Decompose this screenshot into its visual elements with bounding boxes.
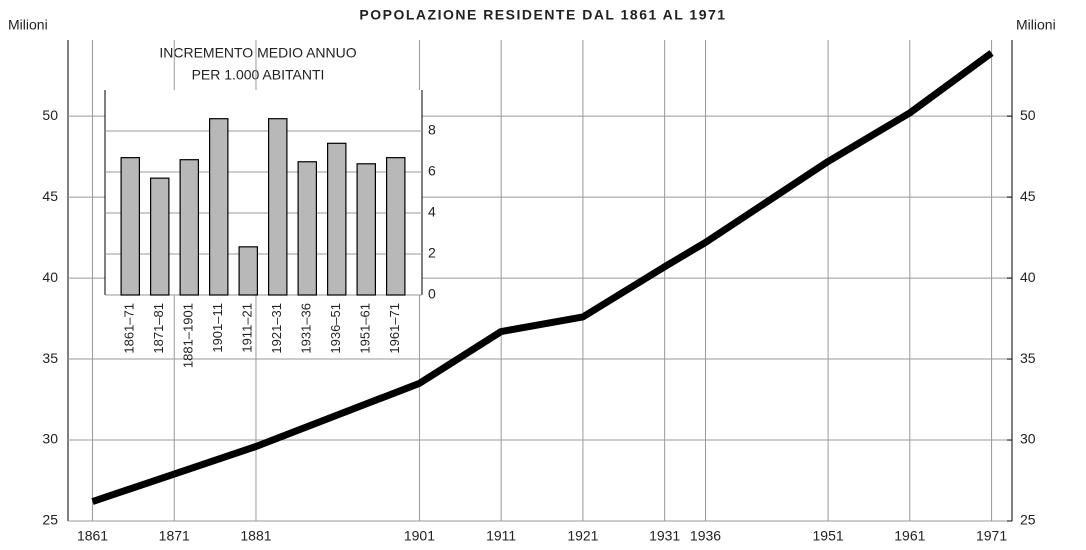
y-tick-label: 2 xyxy=(428,245,436,261)
inset-title: PER 1.000 ABITANTI xyxy=(192,67,325,83)
bar xyxy=(120,157,140,296)
y2-tick-label: 50 xyxy=(1020,107,1036,123)
y-tick-label: 50 xyxy=(42,107,58,123)
x-tick-label: 1881–1901 xyxy=(181,303,196,368)
x-tick-label: 1901 xyxy=(404,528,435,544)
x-tick-label: 1961 xyxy=(894,528,925,544)
x-tick-label: 1951 xyxy=(813,528,844,544)
y-tick-label: 8 xyxy=(428,122,436,138)
x-tick-label: 1921–31 xyxy=(269,303,284,354)
bar xyxy=(209,118,229,296)
y2-axis-label: Milioni xyxy=(1016,17,1056,33)
y-tick-label: 4 xyxy=(428,204,436,220)
x-tick-label: 1951–61 xyxy=(358,303,373,354)
y-tick-label: 0 xyxy=(428,286,436,302)
x-tick-label: 1911–21 xyxy=(240,303,255,353)
x-tick-label: 1871 xyxy=(159,528,190,544)
bar xyxy=(238,246,259,296)
x-tick-label: 1861–71 xyxy=(122,303,137,354)
y2-tick-label: 40 xyxy=(1020,269,1036,285)
bar xyxy=(386,157,406,296)
bar xyxy=(179,159,200,296)
line-series xyxy=(91,50,994,505)
chart-title: POPOLAZIONE RESIDENTE DAL 1861 AL 1971 xyxy=(359,7,726,23)
x-tick-label: 1901–11 xyxy=(210,303,225,353)
x-tick-label: 1936–51 xyxy=(328,303,343,354)
x-tick-label: 1971 xyxy=(976,528,1007,544)
y-tick-label: 25 xyxy=(42,512,58,528)
y-tick-label: 30 xyxy=(42,431,58,447)
y2-tick-label: 35 xyxy=(1020,350,1036,366)
x-tick-label: 1861 xyxy=(77,528,108,544)
y2-tick-label: 30 xyxy=(1020,431,1036,447)
x-tick-label: 1931 xyxy=(649,528,680,544)
y-axis-label: Milioni xyxy=(8,17,48,33)
bar xyxy=(297,161,318,296)
bar xyxy=(150,177,170,296)
x-tick-label: 1961–71 xyxy=(387,303,402,354)
bar xyxy=(356,163,377,296)
y-tick-label: 40 xyxy=(42,269,58,285)
y-tick-label: 45 xyxy=(42,188,58,204)
y2-tick-label: 45 xyxy=(1020,188,1036,204)
x-tick-label: 1936 xyxy=(690,528,721,544)
y2-tick-label: 25 xyxy=(1020,512,1036,528)
x-tick-label: 1921 xyxy=(567,528,598,544)
y-tick-label: 6 xyxy=(428,163,436,179)
x-tick-label: 1871–81 xyxy=(151,303,166,354)
y-tick-label: 35 xyxy=(42,350,58,366)
x-tick-label: 1881 xyxy=(240,528,271,544)
x-tick-label: 1931–36 xyxy=(299,303,314,354)
inset-title: INCREMENTO MEDIO ANNUO xyxy=(159,45,356,61)
x-tick-label: 1911 xyxy=(486,528,516,544)
bar xyxy=(268,118,288,296)
bar xyxy=(327,142,347,296)
